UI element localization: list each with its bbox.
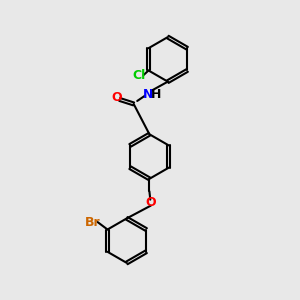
Text: H: H — [151, 88, 161, 101]
Text: Cl: Cl — [132, 69, 146, 82]
Text: N: N — [142, 88, 153, 101]
Text: O: O — [111, 92, 122, 104]
Text: Br: Br — [85, 216, 101, 229]
Text: O: O — [146, 196, 156, 209]
